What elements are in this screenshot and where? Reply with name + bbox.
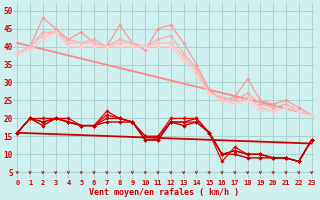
X-axis label: Vent moyen/en rafales ( km/h ): Vent moyen/en rafales ( km/h ) (89, 188, 239, 197)
